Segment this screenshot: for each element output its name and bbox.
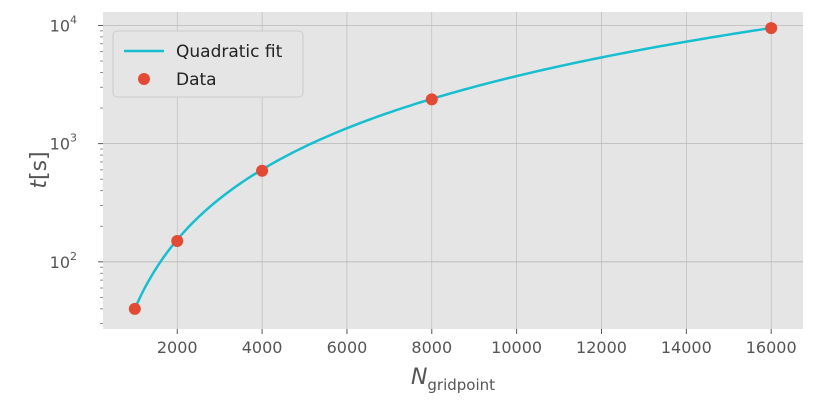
legend-label-data: Data — [176, 70, 217, 90]
data-point — [256, 164, 269, 177]
data-point — [425, 93, 438, 106]
legend-box — [112, 30, 304, 98]
data-point — [171, 234, 184, 247]
x-tick-label: 14000 — [661, 338, 712, 357]
legend-label-fit: Quadratic fit — [176, 42, 283, 62]
x-tick-label: 8000 — [411, 338, 452, 357]
data-point — [128, 302, 141, 315]
data-point — [765, 22, 778, 35]
x-tick-label: 6000 — [327, 338, 368, 357]
x-tick-label: 16000 — [746, 338, 797, 357]
x-tick-label: 4000 — [242, 338, 283, 357]
y-tick-labels: 102 103 104 — [50, 13, 103, 272]
fit-curve — [133, 26, 772, 310]
x-axis-title: Ngridpoint — [411, 365, 495, 394]
y-axis-title: t[s] — [27, 151, 52, 188]
y-tick-label: 102 — [50, 250, 77, 272]
y-tick-label: 103 — [50, 132, 77, 154]
data-marks — [128, 22, 778, 315]
minor-y-ticks — [100, 30, 103, 324]
legend-dot-swatch — [138, 73, 150, 85]
x-tick-labels: 2000 4000 6000 8000 10000 12000 14000 16000 — [157, 329, 797, 357]
legend: Quadratic fit Data — [112, 30, 304, 98]
x-tick-label: 2000 — [157, 338, 198, 357]
y-tick-label: 104 — [50, 13, 77, 35]
x-tick-label: 10000 — [491, 338, 542, 357]
x-tick-label: 12000 — [576, 338, 627, 357]
